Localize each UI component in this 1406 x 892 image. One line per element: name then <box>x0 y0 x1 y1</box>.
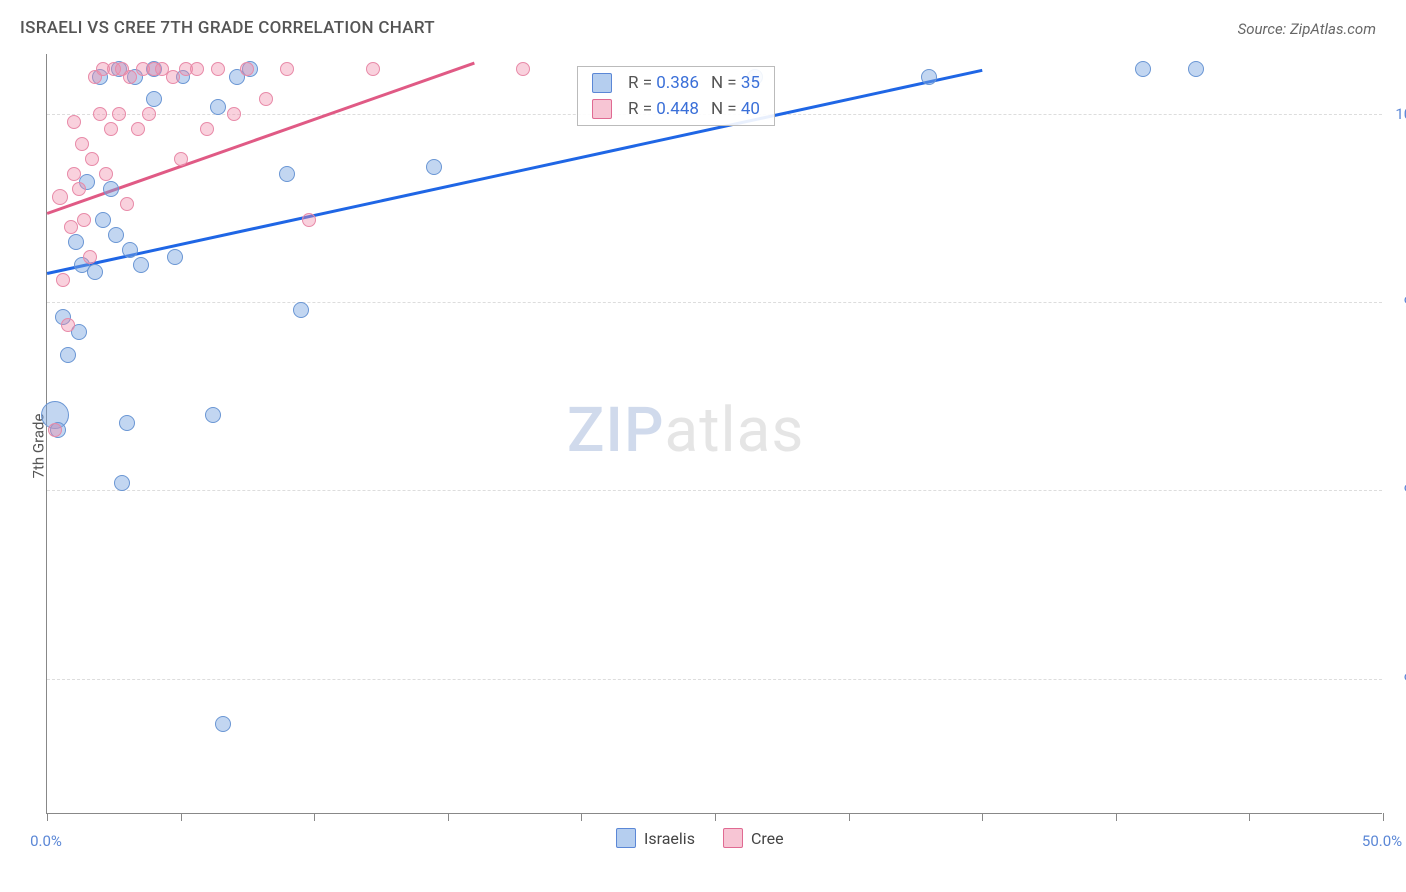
data-point-israelis <box>108 227 124 243</box>
data-point-cree <box>259 92 273 106</box>
data-point-israelis <box>167 249 183 265</box>
data-point-cree <box>227 107 241 121</box>
gridline-h <box>47 302 1382 303</box>
data-point-cree <box>52 189 68 205</box>
x-tick-mark <box>581 813 582 821</box>
x-tick-mark <box>1249 813 1250 821</box>
data-point-israelis <box>133 257 149 273</box>
x-tick-mark <box>1116 813 1117 821</box>
data-point-cree <box>93 107 107 121</box>
data-point-cree <box>67 167 81 181</box>
data-point-israelis <box>68 234 84 250</box>
data-point-cree <box>516 62 530 76</box>
data-point-cree <box>142 107 156 121</box>
data-point-israelis <box>205 407 221 423</box>
x-tick-mark <box>181 813 182 821</box>
data-point-israelis <box>293 302 309 318</box>
data-point-israelis <box>921 69 937 85</box>
data-point-cree <box>61 318 75 332</box>
data-point-cree <box>72 182 86 196</box>
series-swatch-israelis <box>616 828 636 848</box>
data-point-cree <box>123 70 137 84</box>
series-legend: Israelis Cree <box>616 828 784 848</box>
data-point-cree <box>280 62 294 76</box>
data-point-cree <box>67 115 81 129</box>
data-point-cree <box>120 197 134 211</box>
legend-n-cree: N = 40 <box>711 99 760 119</box>
series-label-cree: Cree <box>751 829 784 848</box>
data-point-israelis <box>426 159 442 175</box>
data-point-cree <box>131 122 145 136</box>
data-point-cree <box>64 220 78 234</box>
trend-line-israelis <box>47 69 983 275</box>
series-legend-item-cree: Cree <box>723 828 784 848</box>
data-point-israelis <box>122 242 138 258</box>
legend-r-cree: R = 0.448 <box>628 99 699 119</box>
chart-title: ISRAELI VS CREE 7TH GRADE CORRELATION CH… <box>20 18 435 38</box>
series-swatch-cree <box>723 828 743 848</box>
data-point-cree <box>83 250 97 264</box>
watermark: ZIPatlas <box>567 394 804 467</box>
watermark-atlas: atlas <box>665 394 805 467</box>
gridline-h <box>47 490 1382 491</box>
x-tick-mark <box>1383 813 1384 821</box>
data-point-cree <box>174 152 188 166</box>
data-point-cree <box>190 62 204 76</box>
data-point-israelis <box>119 415 135 431</box>
x-tick-label: 50.0% <box>1362 832 1402 850</box>
data-point-israelis <box>60 347 76 363</box>
series-label-israelis: Israelis <box>644 829 695 848</box>
data-point-israelis <box>1135 61 1151 77</box>
scatter-plot-area: ZIPatlas 92.5%95.0%97.5%100.0%R = 0.386N… <box>46 54 1382 814</box>
correlation-legend: R = 0.386 N = 35 R = 0.448 N = 40 <box>577 66 775 126</box>
data-point-israelis <box>210 99 226 115</box>
x-tick-mark <box>314 813 315 821</box>
legend-r-israelis: R = 0.386 <box>628 73 699 93</box>
data-point-israelis <box>87 264 103 280</box>
gridline-h <box>47 679 1382 680</box>
data-point-cree <box>166 70 180 84</box>
data-point-cree <box>366 62 380 76</box>
data-point-israelis <box>279 166 295 182</box>
data-point-israelis <box>103 181 119 197</box>
watermark-zip: ZIP <box>567 394 665 467</box>
data-point-cree <box>75 137 89 151</box>
x-tick-mark <box>715 813 716 821</box>
data-point-israelis <box>114 475 130 491</box>
x-tick-label: 0.0% <box>30 832 62 850</box>
data-point-israelis <box>95 212 111 228</box>
data-point-cree <box>200 122 214 136</box>
x-tick-mark <box>448 813 449 821</box>
x-tick-mark <box>982 813 983 821</box>
data-point-cree <box>112 107 126 121</box>
data-point-cree <box>99 167 113 181</box>
data-point-israelis <box>215 716 231 732</box>
data-point-cree <box>240 62 254 76</box>
legend-swatch-israelis <box>592 73 612 93</box>
x-tick-mark <box>849 813 850 821</box>
chart-container: ISRAELI VS CREE 7TH GRADE CORRELATION CH… <box>0 0 1406 892</box>
data-point-israelis <box>146 91 162 107</box>
data-point-cree <box>48 423 62 437</box>
data-point-cree <box>77 213 91 227</box>
data-point-cree <box>302 213 316 227</box>
series-legend-item-israelis: Israelis <box>616 828 695 848</box>
data-point-israelis <box>1188 61 1204 77</box>
data-point-cree <box>104 122 118 136</box>
legend-n-israelis: N = 35 <box>711 73 760 93</box>
legend-swatch-cree <box>592 99 612 119</box>
x-tick-mark <box>47 813 48 821</box>
data-point-cree <box>85 152 99 166</box>
source-attribution: Source: ZipAtlas.com <box>1238 20 1376 38</box>
data-point-cree <box>211 62 225 76</box>
data-point-cree <box>56 273 70 287</box>
y-tick-label: 100.0% <box>1395 105 1406 123</box>
